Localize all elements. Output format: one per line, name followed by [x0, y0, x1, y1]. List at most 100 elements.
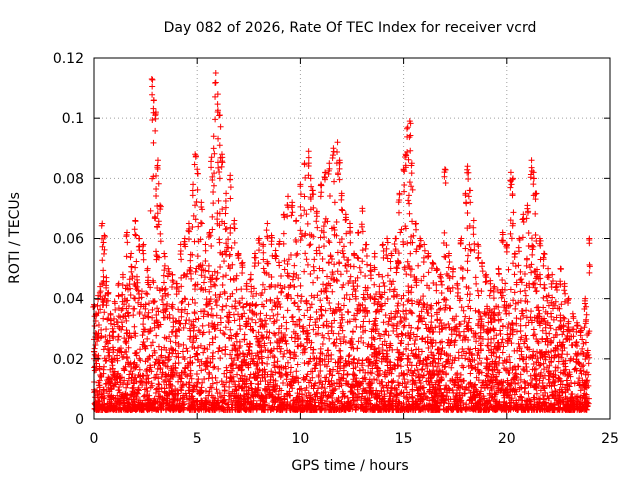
data-point	[205, 268, 212, 275]
data-point	[380, 279, 387, 286]
data-point	[201, 375, 208, 382]
data-point	[526, 264, 533, 271]
data-point	[440, 406, 447, 413]
data-point	[531, 401, 538, 408]
data-point	[243, 376, 250, 383]
data-point	[215, 348, 222, 355]
data-point	[518, 307, 525, 314]
data-point	[240, 377, 247, 384]
data-point	[535, 395, 542, 402]
data-point	[348, 344, 355, 351]
data-point	[141, 342, 148, 349]
data-point	[568, 397, 575, 404]
data-point	[510, 375, 517, 382]
data-point	[284, 391, 291, 398]
data-point	[154, 284, 161, 291]
data-point	[579, 363, 586, 370]
data-point	[132, 264, 139, 271]
data-point	[222, 226, 229, 233]
data-point	[426, 388, 433, 395]
data-point	[303, 300, 310, 307]
data-point	[464, 209, 471, 216]
data-point	[100, 299, 107, 306]
data-point	[170, 400, 177, 407]
data-point	[489, 358, 496, 365]
data-point	[400, 308, 407, 315]
data-point	[410, 352, 417, 359]
data-point	[284, 260, 291, 267]
data-point	[255, 384, 262, 391]
data-point	[228, 361, 235, 368]
data-point	[407, 329, 414, 336]
data-point	[312, 331, 319, 338]
data-point	[384, 387, 391, 394]
data-point	[420, 372, 427, 379]
data-point	[140, 315, 147, 322]
data-point	[525, 242, 532, 249]
data-point	[327, 252, 334, 259]
data-point	[151, 374, 158, 381]
data-point	[158, 373, 165, 380]
data-point	[298, 402, 305, 409]
data-point	[239, 295, 246, 302]
data-point	[438, 281, 445, 288]
data-point	[178, 309, 185, 316]
data-point	[228, 245, 235, 252]
data-point	[209, 320, 216, 327]
data-point	[516, 344, 523, 351]
data-point	[511, 371, 518, 378]
data-point	[235, 398, 242, 405]
data-point	[230, 357, 237, 364]
data-point	[391, 362, 398, 369]
data-point	[224, 401, 231, 408]
data-point	[281, 350, 288, 357]
data-point	[303, 373, 310, 380]
data-point	[498, 405, 505, 412]
data-point	[366, 380, 373, 387]
data-point	[96, 384, 103, 391]
data-point	[523, 335, 530, 342]
data-point	[394, 346, 401, 353]
data-point	[164, 300, 171, 307]
data-point	[219, 398, 226, 405]
data-point	[482, 400, 489, 407]
data-point	[362, 401, 369, 408]
data-point	[222, 324, 229, 331]
data-point	[359, 323, 366, 330]
data-point	[153, 186, 160, 193]
data-point	[145, 309, 152, 316]
data-point	[397, 340, 404, 347]
data-point	[273, 317, 280, 324]
data-point	[327, 305, 334, 312]
data-point	[154, 203, 161, 210]
data-point	[237, 342, 244, 349]
data-point	[586, 354, 593, 361]
data-point	[381, 403, 388, 410]
data-point	[195, 376, 202, 383]
data-point	[331, 227, 338, 234]
data-point	[561, 371, 568, 378]
data-point	[234, 330, 241, 337]
data-point	[370, 334, 377, 341]
data-point	[329, 271, 336, 278]
data-point	[482, 377, 489, 384]
data-point	[398, 330, 405, 337]
data-point	[411, 273, 418, 280]
data-point	[521, 378, 528, 385]
data-point	[305, 400, 312, 407]
data-point	[546, 395, 553, 402]
data-point	[467, 380, 474, 387]
data-point	[363, 357, 370, 364]
data-point	[523, 363, 530, 370]
data-point	[190, 387, 197, 394]
data-point	[303, 298, 310, 305]
data-point	[183, 381, 190, 388]
data-point	[129, 275, 136, 282]
data-point	[161, 388, 168, 395]
data-point	[362, 313, 369, 320]
data-point	[430, 367, 437, 374]
data-point	[343, 291, 350, 298]
data-point	[268, 368, 275, 375]
data-point	[304, 261, 311, 268]
data-point	[483, 311, 490, 318]
